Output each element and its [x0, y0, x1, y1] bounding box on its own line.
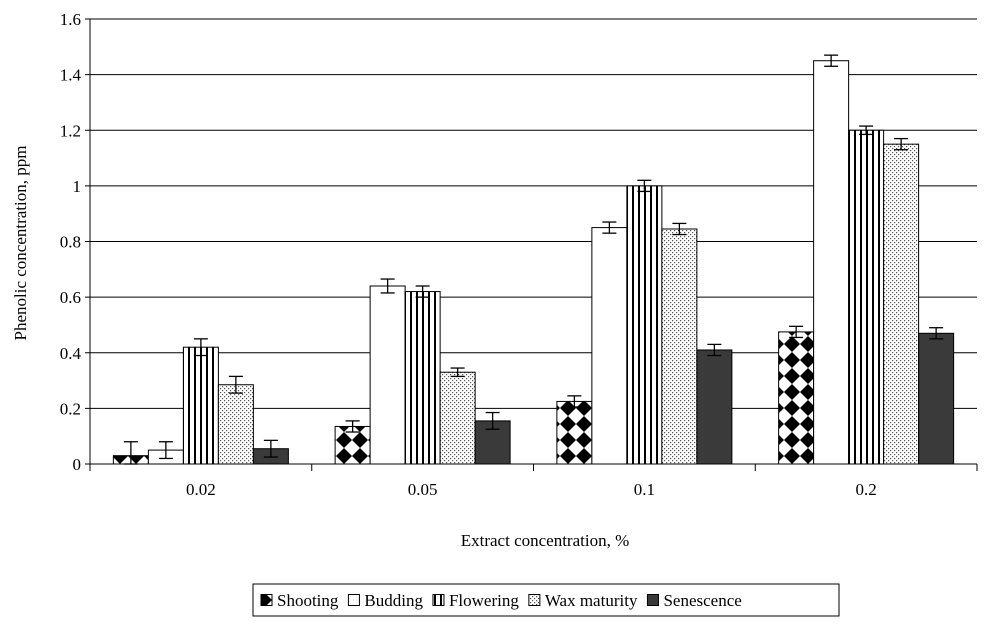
- legend: Shooting Budding Flowering Wax maturity Sene…: [252, 583, 840, 617]
- y-tick-label: 1.2: [60, 121, 81, 140]
- bar: [626, 185, 663, 465]
- y-tick-label: 1.6: [60, 10, 81, 29]
- y-tick-label: 0: [73, 455, 82, 474]
- legend-label: Wax maturity: [545, 591, 638, 610]
- x-tick-label: 0.05: [408, 480, 438, 499]
- bar: [591, 227, 628, 465]
- bar: [217, 384, 254, 465]
- x-tick-label: 0.02: [186, 480, 216, 499]
- legend-swatch: [528, 594, 541, 606]
- legend-label: Senescence: [663, 591, 741, 610]
- bar: [661, 228, 698, 465]
- bar: [813, 60, 850, 465]
- legend-swatch: [646, 594, 659, 606]
- legend-label: Flowering: [449, 591, 519, 610]
- legend-label: Shooting: [277, 591, 339, 610]
- bar: [918, 332, 955, 465]
- bar: [883, 143, 920, 465]
- x-tick-label: 0.2: [856, 480, 877, 499]
- bars: [112, 54, 955, 465]
- legend-swatch: [260, 594, 273, 606]
- y-tick-label: 0.4: [60, 344, 82, 363]
- legend-label: Budding: [364, 591, 423, 610]
- y-tick-label: 0.2: [60, 399, 81, 418]
- y-tick-label: 1: [73, 177, 82, 196]
- bar: [439, 371, 476, 465]
- bar: [404, 291, 441, 465]
- y-axis-title: Phenolic concentration, ppm: [11, 146, 30, 341]
- labels: Extract concentration, % Phenolic concen…: [11, 146, 629, 550]
- y-tick-label: 0.6: [60, 288, 81, 307]
- bar: [369, 285, 406, 465]
- x-axis-title: Extract concentration, %: [461, 531, 630, 550]
- bar: [556, 400, 593, 465]
- bar: [778, 331, 815, 465]
- y-tick-label: 0.8: [60, 233, 81, 252]
- legend-swatch: [347, 594, 360, 606]
- axes: 0 0.2 0.4 0.6 0.8 1 1.2 1.4 1.6 0.02 0.05 0.1 0.2: [60, 10, 978, 499]
- bar: [848, 129, 885, 465]
- grid: [90, 18, 977, 409]
- bar: [696, 349, 733, 465]
- y-tick-label: 1.4: [60, 66, 82, 85]
- bar: [182, 346, 219, 465]
- legend-swatch: [432, 594, 445, 606]
- x-tick-label: 0.1: [634, 480, 655, 499]
